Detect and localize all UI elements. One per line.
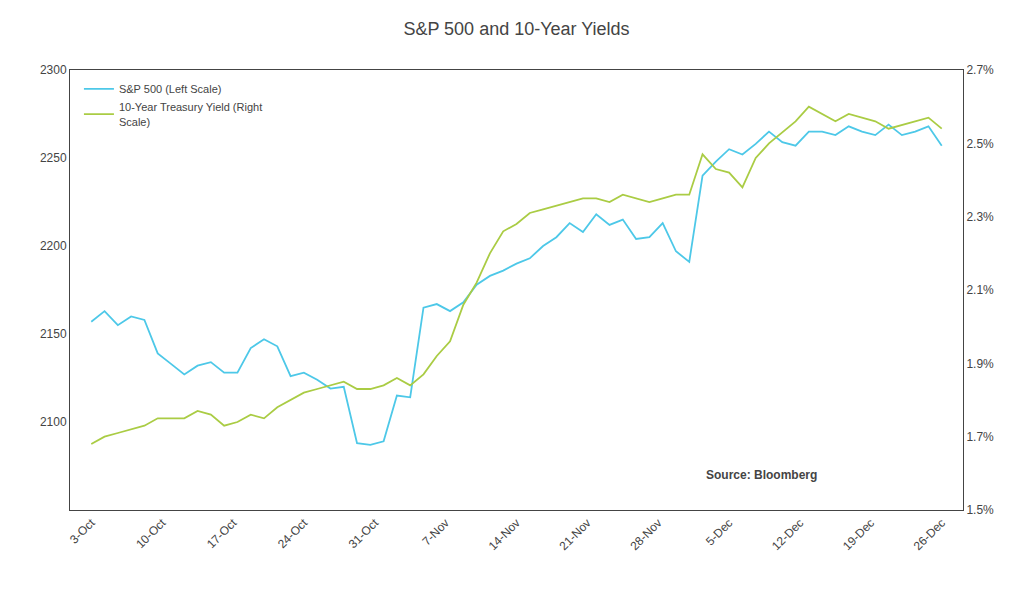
svg-text:2250: 2250 bbox=[40, 151, 67, 165]
svg-text:2300: 2300 bbox=[40, 63, 67, 77]
svg-text:3-Oct: 3-Oct bbox=[67, 515, 98, 546]
svg-text:S&P 500 (Left Scale): S&P 500 (Left Scale) bbox=[119, 83, 222, 95]
svg-text:21-Nov: 21-Nov bbox=[556, 516, 593, 553]
svg-text:2.1%: 2.1% bbox=[966, 283, 994, 297]
svg-text:10-Year Treasury Yield (RightS: 10-Year Treasury Yield (RightScale) bbox=[119, 101, 262, 127]
svg-text:28-Nov: 28-Nov bbox=[627, 516, 664, 553]
svg-text:5-Dec: 5-Dec bbox=[703, 516, 736, 549]
svg-text:2150: 2150 bbox=[40, 327, 67, 341]
svg-text:2.3%: 2.3% bbox=[966, 210, 994, 224]
svg-text:2200: 2200 bbox=[40, 239, 67, 253]
svg-text:1.7%: 1.7% bbox=[966, 430, 994, 444]
svg-text:Source: Bloomberg: Source: Bloomberg bbox=[706, 468, 817, 482]
svg-text:2.5%: 2.5% bbox=[966, 137, 994, 151]
svg-text:31-Oct: 31-Oct bbox=[346, 515, 382, 551]
svg-text:19-Dec: 19-Dec bbox=[840, 516, 877, 553]
svg-text:14-Nov: 14-Nov bbox=[486, 516, 523, 553]
svg-text:24-Oct: 24-Oct bbox=[275, 515, 311, 551]
svg-text:2100: 2100 bbox=[40, 415, 67, 429]
svg-text:17-Oct: 17-Oct bbox=[204, 515, 240, 551]
svg-text:2.7%: 2.7% bbox=[966, 63, 994, 77]
svg-text:1.5%: 1.5% bbox=[966, 503, 994, 517]
svg-text:S&P 500 and 10-Year Yields: S&P 500 and 10-Year Yields bbox=[403, 19, 629, 39]
svg-text:7-Nov: 7-Nov bbox=[419, 516, 452, 549]
svg-text:10-Oct: 10-Oct bbox=[133, 515, 169, 551]
svg-text:26-Dec: 26-Dec bbox=[911, 516, 948, 553]
svg-text:12-Dec: 12-Dec bbox=[769, 516, 806, 553]
svg-text:1.9%: 1.9% bbox=[966, 357, 994, 371]
